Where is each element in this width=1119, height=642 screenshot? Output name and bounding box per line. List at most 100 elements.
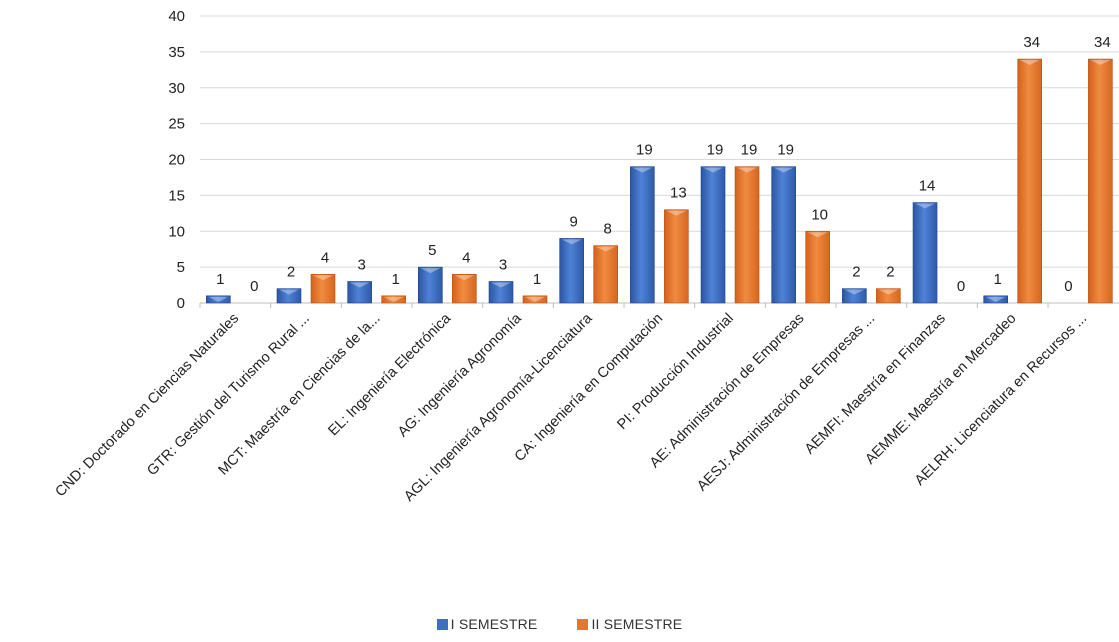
bar-series-2-2: [381, 295, 406, 304]
data-label-series-1-4: 3: [499, 256, 507, 273]
bar-bevel-series-1-0: [208, 296, 229, 302]
data-label-series-2-1: 4: [321, 249, 329, 266]
y-tick-label-25: 25: [168, 116, 185, 133]
gridlines: [199, 15, 1119, 308]
y-tick-label-0: 0: [177, 295, 185, 312]
bar-bevel-series-1-8: [773, 167, 794, 173]
bar-series-2-6: [664, 209, 689, 304]
y-tick-label-10: 10: [168, 223, 185, 240]
bar-series-1-7: [700, 166, 726, 304]
data-label-series-2-8: 10: [811, 206, 828, 223]
bar-bevel-series-2-2: [383, 296, 404, 302]
bar-bevel-series-1-11: [985, 296, 1006, 302]
category-label-3: EL: Ingeniería Electrónica: [325, 310, 454, 439]
bar-bevel-series-1-6: [632, 167, 653, 173]
legend-label-series-2: II SEMESTRE: [591, 616, 683, 632]
data-label-series-1-5: 9: [570, 213, 578, 230]
legend-label-series-1: I SEMESTRE: [450, 616, 538, 632]
bar-bevel-series-1-7: [703, 167, 724, 173]
bar-series-2-11: [1017, 58, 1043, 304]
legend-swatch-series-1: [436, 618, 448, 630]
data-label-series-2-5: 8: [604, 221, 612, 238]
bar-bevel-series-2-7: [737, 167, 758, 173]
legend-item-series-1: I SEMESTRE: [436, 616, 538, 632]
data-label-series-1-0: 1: [216, 271, 224, 288]
data-label-series-1-3: 5: [428, 242, 436, 259]
bar-bevel-series-1-4: [491, 282, 512, 288]
bar-bevel-series-1-3: [420, 268, 441, 274]
bar-series-1-10: [912, 202, 938, 304]
data-label-series-1-12: 0: [1064, 278, 1072, 295]
bar-bevel-series-2-4: [525, 296, 546, 302]
bar-bevel-series-1-1: [279, 289, 300, 295]
data-label-series-2-10: 0: [957, 278, 965, 295]
legend-swatch-series-2: [577, 618, 589, 630]
bar-series-1-9: [842, 288, 867, 304]
bar-series-2-3: [452, 273, 477, 304]
data-label-series-2-2: 1: [392, 271, 400, 288]
data-label-series-1-9: 2: [852, 264, 860, 281]
data-label-series-2-12: 34: [1094, 34, 1111, 51]
bar-series-2-5: [593, 245, 618, 304]
bar-series-1-2: [347, 281, 372, 304]
data-label-series-2-4: 1: [533, 271, 541, 288]
y-tick-label-30: 30: [168, 80, 185, 97]
bar-series-1-11: [983, 295, 1009, 304]
data-label-series-1-8: 19: [777, 142, 794, 159]
data-label-series-1-7: 19: [707, 142, 724, 159]
bar-series-2-1: [310, 273, 336, 304]
y-tick-label-20: 20: [168, 152, 185, 169]
bar-series-1-5: [559, 238, 584, 304]
legend: I SEMESTRE II SEMESTRE: [0, 616, 1119, 632]
category-label-10: AEMFI: Maestría en Finanzas: [802, 311, 949, 458]
data-label-series-2-7: 19: [741, 142, 758, 159]
bar-bevel-series-2-3: [454, 275, 475, 281]
bar-bevel-series-2-11: [1019, 60, 1040, 66]
data-label-series-1-1: 2: [287, 264, 295, 281]
bar-bevel-series-2-5: [595, 246, 616, 252]
category-labels: CND: Doctorado en Ciencias NaturalesGTR:…: [52, 310, 1090, 505]
data-label-series-2-6: 13: [670, 185, 687, 202]
data-label-series-2-3: 4: [462, 249, 470, 266]
data-label-series-2-9: 2: [886, 264, 894, 281]
bar-series-1-4: [488, 281, 514, 304]
bar-series-1-0: [206, 295, 231, 304]
category-label-6: CA: Ingeniería en Computación: [512, 311, 666, 465]
bar-bevel-series-2-6: [666, 210, 687, 216]
bar-bevel-series-1-9: [844, 289, 865, 295]
bar-series-2-7: [734, 166, 760, 304]
data-label-series-1-2: 3: [358, 256, 366, 273]
data-label-series-2-11: 34: [1023, 34, 1040, 51]
category-label-8: AE: Administración de Empresas: [647, 311, 808, 472]
bar-bevel-series-2-12: [1090, 60, 1111, 66]
bars: [206, 58, 1113, 304]
y-tick-label-35: 35: [168, 44, 185, 61]
bar-bevel-series-1-2: [349, 282, 370, 288]
bar-series-1-3: [418, 266, 443, 304]
bar-series-1-1: [276, 288, 302, 304]
bar-bevel-series-1-5: [561, 239, 582, 245]
bar-bevel-series-2-9: [878, 289, 899, 295]
y-tick-label-5: 5: [177, 259, 185, 276]
data-label-series-1-10: 14: [919, 178, 936, 195]
bar-series-2-8: [805, 230, 830, 304]
legend-item-series-2: II SEMESTRE: [577, 616, 682, 632]
category-label-7: PI: Producción Industrial: [614, 311, 736, 433]
y-tick-label-40: 40: [168, 8, 185, 25]
bar-series-2-12: [1088, 58, 1113, 304]
bar-series-1-8: [771, 166, 796, 304]
data-label-series-1-6: 19: [636, 142, 653, 159]
bar-series-2-9: [876, 288, 901, 304]
category-label-11: AEMME: Maestría en Mercadeo: [862, 311, 1019, 468]
y-axis-ticks: 0 5 10 15 20 25 30 35 40: [168, 8, 185, 312]
bar-series-2-4: [522, 295, 548, 304]
bar-bevel-series-2-1: [313, 275, 334, 281]
bar-series-1-6: [630, 166, 655, 304]
data-label-series-1-11: 1: [994, 271, 1002, 288]
category-label-4: AG: Ingeniería Agronomía: [395, 310, 526, 441]
data-label-series-2-0: 0: [250, 278, 258, 295]
bar-bevel-series-2-8: [807, 232, 828, 238]
